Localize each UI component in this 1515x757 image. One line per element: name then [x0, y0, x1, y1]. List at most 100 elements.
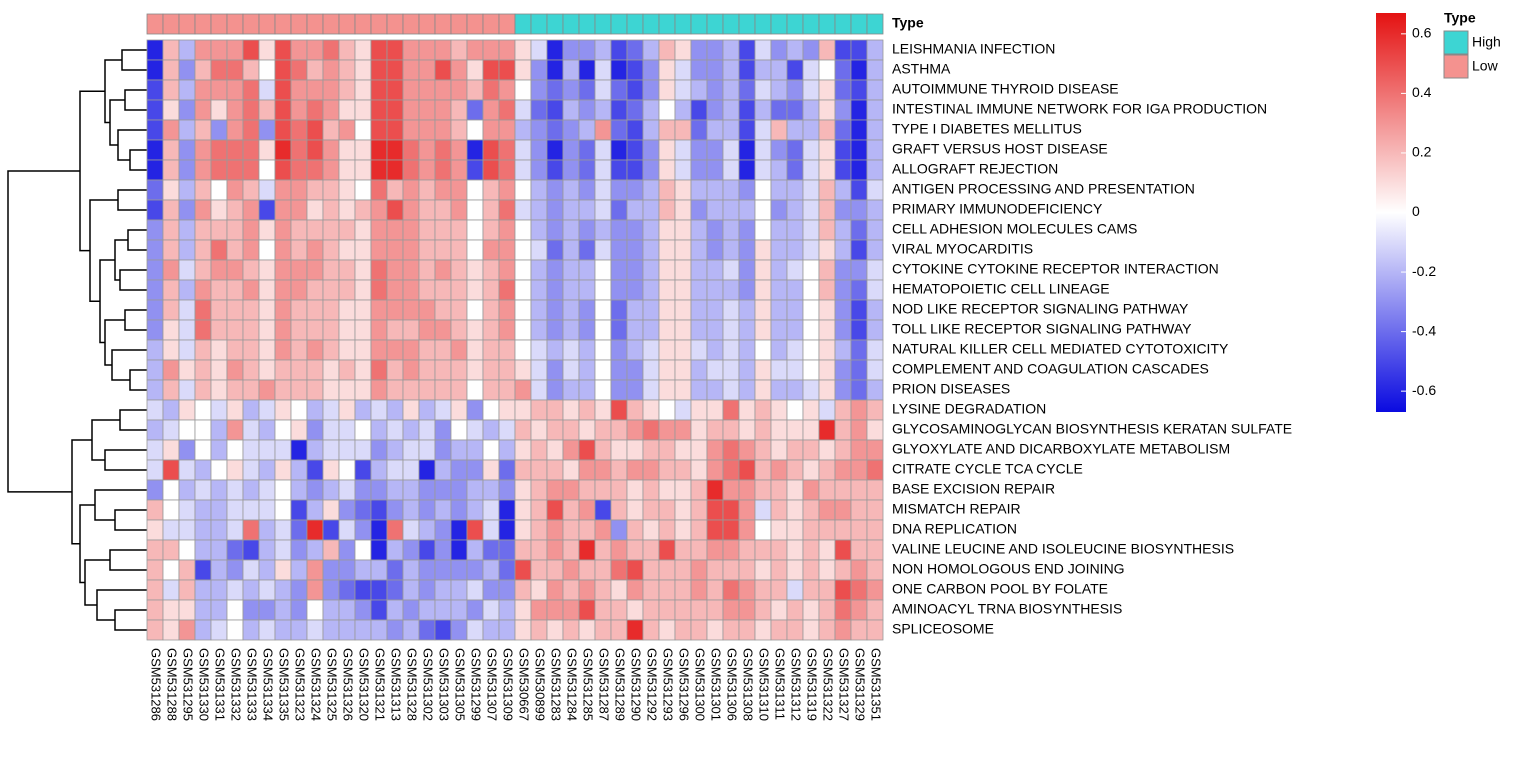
- heatmap-cell: [434, 379, 452, 401]
- row-label: ASTHMA: [892, 61, 951, 77]
- row-label: AMINOACYL TRNA BIOSYNTHESIS: [892, 601, 1122, 617]
- heatmap-cell: [162, 419, 180, 441]
- heatmap-cell: [226, 319, 244, 341]
- heatmap-cell: [786, 99, 804, 121]
- heatmap-cell: [418, 479, 436, 501]
- heatmap-cell: [450, 199, 468, 221]
- heatmap-cell: [594, 499, 612, 521]
- heatmap-cell: [498, 139, 516, 161]
- heatmap-cell: [306, 59, 324, 81]
- heatmap-cell: [418, 319, 436, 341]
- heatmap-cell: [706, 339, 724, 361]
- heatmap-cell: [626, 579, 644, 601]
- heatmap-cell: [754, 259, 772, 281]
- heatmap-cell: [370, 539, 388, 561]
- heatmap-cell: [466, 119, 484, 141]
- column-label: GSM531284: [565, 648, 580, 721]
- heatmap-cell: [610, 619, 628, 641]
- heatmap-cell: [578, 599, 596, 621]
- heatmap-cell: [210, 179, 228, 201]
- heatmap-cell: [226, 239, 244, 261]
- heatmap-cell: [578, 559, 596, 581]
- heatmap-cell: [866, 219, 884, 241]
- heatmap-cell: [322, 239, 340, 261]
- heatmap-cell: [834, 39, 852, 61]
- heatmap-cell: [802, 399, 820, 421]
- heatmap-cell: [610, 139, 628, 161]
- column-label: GSM531308: [741, 648, 756, 721]
- heatmap-cell: [674, 59, 692, 81]
- heatmap-cell: [594, 59, 612, 81]
- heatmap-cell: [386, 339, 404, 361]
- heatmap-cell: [258, 119, 276, 141]
- annotation-cell: [626, 13, 644, 35]
- heatmap-cell: [498, 399, 516, 421]
- heatmap-cell: [418, 259, 436, 281]
- heatmap-cell: [322, 499, 340, 521]
- heatmap-cell: [594, 219, 612, 241]
- heatmap-cell: [690, 619, 708, 641]
- heatmap-cell: [594, 359, 612, 381]
- heatmap-cell: [754, 179, 772, 201]
- heatmap-cell: [770, 479, 788, 501]
- heatmap-cell: [850, 439, 868, 461]
- heatmap-cell: [642, 39, 660, 61]
- heatmap-cell: [514, 479, 532, 501]
- heatmap-cell: [258, 479, 276, 501]
- row-label: TYPE I DIABETES MELLITUS: [892, 121, 1082, 137]
- heatmap-cell: [802, 239, 820, 261]
- heatmap-cell: [146, 339, 164, 361]
- heatmap-cell: [818, 459, 836, 481]
- heatmap-cell: [642, 99, 660, 121]
- heatmap-cell: [322, 99, 340, 121]
- heatmap-cell: [594, 559, 612, 581]
- heatmap-cell: [146, 39, 164, 61]
- heatmap-cell: [626, 399, 644, 421]
- heatmap-cell: [754, 499, 772, 521]
- heatmap-cell: [482, 519, 500, 541]
- heatmap-cell: [466, 359, 484, 381]
- heatmap-cell: [466, 499, 484, 521]
- heatmap-cell: [226, 79, 244, 101]
- heatmap-cell: [418, 439, 436, 461]
- heatmap-cell: [210, 379, 228, 401]
- heatmap-cell: [530, 139, 548, 161]
- heatmap-cell: [194, 259, 212, 281]
- heatmap-cell: [738, 559, 756, 581]
- heatmap-cell: [834, 299, 852, 321]
- heatmap-cell: [530, 299, 548, 321]
- heatmap-cell: [418, 39, 436, 61]
- heatmap-cell: [434, 499, 452, 521]
- annotation-cell: [274, 13, 292, 35]
- heatmap-cell: [610, 499, 628, 521]
- heatmap-cell: [370, 179, 388, 201]
- heatmap-cell: [546, 439, 564, 461]
- heatmap-cell: [162, 59, 180, 81]
- heatmap-cell: [354, 579, 372, 601]
- heatmap-cell: [226, 139, 244, 161]
- heatmap-cell: [162, 79, 180, 101]
- heatmap-cell: [418, 219, 436, 241]
- heatmap-cell: [754, 59, 772, 81]
- heatmap-cell: [786, 519, 804, 541]
- column-label: GSM531323: [293, 648, 308, 721]
- heatmap-cell: [594, 119, 612, 141]
- heatmap-cell: [274, 619, 292, 641]
- heatmap-cell: [418, 559, 436, 581]
- column-label: GSM531322: [821, 648, 836, 721]
- heatmap-cell: [818, 379, 836, 401]
- heatmap-cell: [466, 59, 484, 81]
- heatmap-cell: [226, 559, 244, 581]
- heatmap-cell: [402, 39, 420, 61]
- heatmap-cell: [210, 359, 228, 381]
- heatmap-cell: [162, 339, 180, 361]
- heatmap-cell: [690, 539, 708, 561]
- heatmap-cell: [482, 399, 500, 421]
- heatmap-cell: [370, 579, 388, 601]
- heatmap-cell: [658, 119, 676, 141]
- heatmap-cell: [322, 379, 340, 401]
- heatmap-cell: [450, 239, 468, 261]
- heatmap-cell: [210, 339, 228, 361]
- heatmap-cell: [194, 179, 212, 201]
- heatmap-cell: [290, 619, 308, 641]
